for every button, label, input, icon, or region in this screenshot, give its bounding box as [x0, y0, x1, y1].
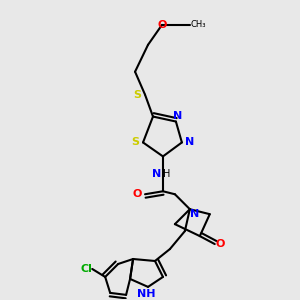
Text: N: N	[173, 111, 182, 121]
Text: O: O	[157, 20, 167, 30]
Text: N: N	[152, 169, 162, 179]
Text: CH₃: CH₃	[190, 20, 206, 29]
Text: O: O	[132, 189, 142, 199]
Text: NH: NH	[137, 289, 155, 299]
Text: N: N	[190, 209, 200, 219]
Text: H: H	[163, 169, 171, 179]
Text: N: N	[185, 137, 194, 148]
Text: S: S	[131, 137, 139, 148]
Text: S: S	[133, 90, 141, 100]
Text: Cl: Cl	[80, 264, 92, 274]
Text: O: O	[215, 239, 224, 249]
